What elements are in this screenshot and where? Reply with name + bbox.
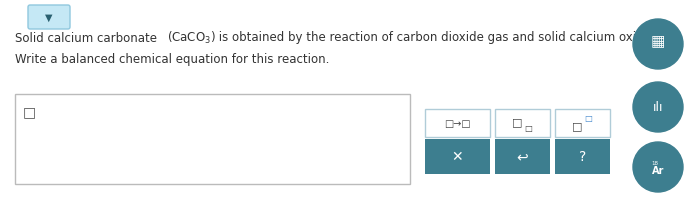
Text: □: □ [524,123,533,132]
Circle shape [633,83,683,132]
Bar [425,139,490,174]
Text: □: □ [512,116,523,126]
Text: 18: 18 [651,160,658,165]
Text: ?: ? [579,150,586,164]
Text: □: □ [573,120,582,130]
Text: ✕: ✕ [452,150,463,164]
Text: $\left(\mathrm{CaCO_3}\right)$: $\left(\mathrm{CaCO_3}\right)$ [167,30,216,46]
Circle shape [633,142,683,192]
Text: Ar: Ar [652,165,664,175]
FancyBboxPatch shape [28,6,70,30]
Circle shape [633,20,683,70]
Bar [15,94,410,184]
Text: is obtained by the reaction of carbon dioxide gas and solid calcium oxide .: is obtained by the reaction of carbon di… [215,31,659,44]
Bar [648,157,668,177]
Bar [495,139,550,174]
Text: Solid calcium carbonate: Solid calcium carbonate [15,31,161,44]
Text: □→□: □→□ [444,118,471,128]
Text: ▼: ▼ [46,13,52,23]
Text: □: □ [23,104,36,118]
Text: Write a balanced chemical equation for this reaction.: Write a balanced chemical equation for t… [15,53,330,66]
Text: ▦: ▦ [651,34,665,49]
Text: □: □ [584,114,592,123]
Bar [495,110,550,137]
Bar [555,110,610,137]
Text: ılı: ılı [652,101,664,114]
Bar [425,110,490,137]
Text: ↩: ↩ [517,150,528,164]
Bar [555,139,610,174]
